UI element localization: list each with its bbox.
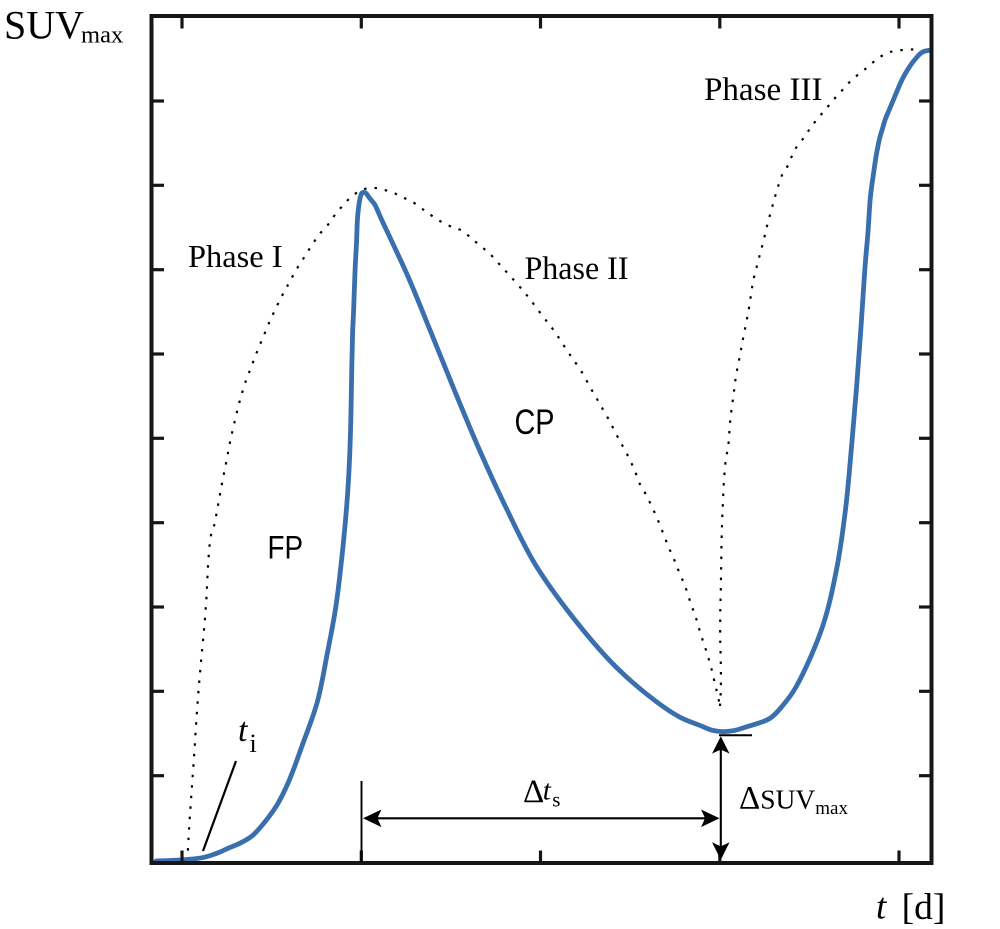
svg-text:Phase I: Phase I	[188, 238, 283, 274]
svg-text:t [d]: t [d]	[876, 887, 945, 929]
svg-text:FP: FP	[268, 530, 304, 566]
svg-text:ΔSUVmax: ΔSUVmax	[739, 781, 848, 820]
svg-text:Phase III: Phase III	[704, 72, 823, 108]
svg-text:CP: CP	[515, 403, 555, 442]
svg-text:Δts: Δts	[523, 774, 560, 812]
svg-text:SUVmax: SUVmax	[4, 2, 123, 48]
svg-text:Phase II: Phase II	[525, 251, 629, 287]
svg-text:ti: ti	[238, 712, 257, 758]
